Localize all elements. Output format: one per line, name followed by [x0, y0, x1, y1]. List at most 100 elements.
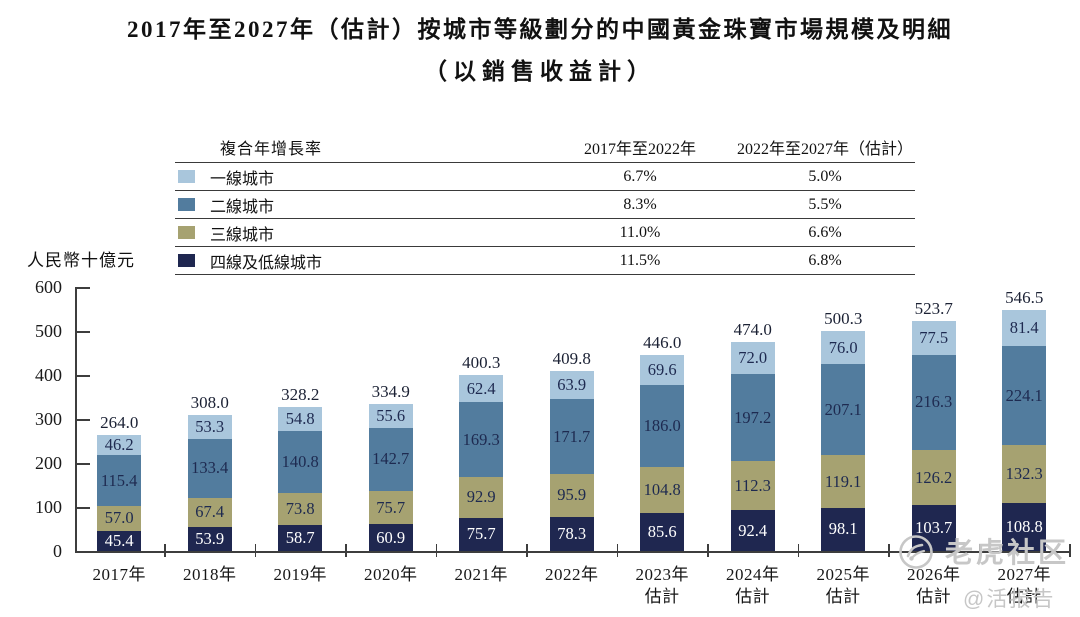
cagr-legend-table: 複合年增長率 2017年至2022年 2022年至2027年（估計） 一線城市 … — [175, 132, 915, 275]
y-tick — [75, 331, 90, 333]
bar-segment-value-label: 67.4 — [195, 502, 225, 522]
chart-title: 2017年至2027年（估計）按城市等級劃分的中國黃金珠寶市場規模及明細 — [127, 17, 953, 42]
bar-segment-value-label: 76.0 — [828, 337, 858, 357]
x-tick — [435, 544, 438, 557]
y-tick — [75, 551, 90, 553]
x-category-label: 2019年 — [273, 565, 327, 584]
bar-segment-value-label: 54.8 — [285, 408, 315, 428]
y-tick-label: 600 — [35, 277, 62, 297]
bar-segment-value-label: 58.7 — [285, 528, 315, 548]
bar-segment-value-label: 133.4 — [191, 458, 229, 478]
x-category-label: 2022年 — [544, 565, 599, 584]
x-category-label: 2023年 — [635, 565, 689, 584]
bar-segment: 112.3 — [730, 460, 775, 511]
bar-segment-value-label: 171.7 — [553, 426, 591, 446]
bar-segment-value-label: 108.8 — [1005, 517, 1043, 537]
bar-segment: 76.0 — [821, 330, 866, 365]
legend-header-period-1: 2017年至2022年 — [583, 141, 696, 158]
bar-total-label: 308.0 — [190, 393, 229, 413]
x-category-sublabel: 估計 — [916, 587, 952, 606]
bar-segment-value-label: 115.4 — [100, 470, 138, 490]
x-tick — [616, 544, 619, 557]
y-tick-label: 100 — [35, 497, 62, 517]
bar-segment-value-label: 85.6 — [647, 522, 677, 542]
legend-label-tier4: 四線及低線城市 — [210, 254, 323, 272]
bar-segment: 92.9 — [459, 476, 504, 518]
tier4-color-swatch-icon — [178, 254, 195, 267]
x-tick — [254, 544, 257, 557]
bar-segment: 169.3 — [459, 402, 504, 477]
tier3-cagr-2022-2027: 6.6% — [808, 223, 842, 241]
legend-header-period-2: 2022年至2027年（估計） — [736, 141, 913, 158]
bar-total-label: 474.0 — [733, 320, 772, 340]
bar-segment-value-label: 186.0 — [643, 416, 681, 436]
bar-segment: 75.7 — [368, 490, 413, 525]
legend-label-tier3: 三線城市 — [210, 226, 275, 244]
bar-segment-value-label: 60.9 — [376, 527, 406, 547]
bar-segment: 103.7 — [911, 505, 956, 551]
bar-total-label: 500.3 — [824, 308, 863, 328]
bar-segment-value-label: 142.7 — [372, 449, 410, 469]
bar-segment-value-label: 112.3 — [734, 475, 771, 495]
bar-segment-value-label: 169.3 — [462, 429, 500, 449]
bar-segment: 73.8 — [278, 492, 323, 526]
x-category-label: 2027年 — [997, 565, 1051, 584]
y-tick-label: 300 — [35, 409, 62, 429]
chart-subtitle: （以銷售收益計） — [424, 59, 656, 84]
bar-segment-value-label: 72.0 — [738, 348, 768, 368]
legend-label-tier2: 二線城市 — [210, 198, 275, 216]
legend-header-row: 複合年增長率 2017年至2022年 2022年至2027年（估計） — [175, 132, 915, 163]
bar-total-label: 409.8 — [552, 348, 591, 368]
x-category-label: 2018年 — [182, 565, 237, 584]
bar-segment: 72.0 — [730, 342, 775, 375]
bar-segment-value-label: 45.4 — [104, 531, 134, 551]
bar-segment: 78.3 — [549, 516, 594, 551]
bar-segment: 98.1 — [821, 507, 866, 551]
y-tick — [75, 419, 90, 421]
y-tick — [75, 287, 90, 289]
bar-segment-value-label: 69.6 — [647, 360, 677, 380]
legend-row-tier4: 四線及低線城市 11.5% 6.8% — [175, 247, 915, 275]
bar-segment: 53.9 — [187, 527, 232, 551]
bar-total-label: 523.7 — [914, 298, 953, 318]
bar-segment-value-label: 98.1 — [828, 519, 858, 539]
x-category-sublabel: 估計 — [735, 587, 771, 606]
y-tick — [75, 375, 90, 377]
bar-segment-value-label: 104.8 — [643, 480, 681, 500]
bar-total-label: 400.3 — [462, 352, 501, 372]
bar-segment: 54.8 — [278, 406, 323, 431]
bar-segment-value-label: 77.5 — [919, 327, 949, 347]
bar-segment: 85.6 — [640, 513, 685, 551]
tier2-color-swatch-icon — [178, 198, 195, 211]
bar-segment: 224.1 — [1002, 346, 1047, 445]
bar-segment: 57.0 — [97, 505, 142, 532]
bar-segment: 186.0 — [640, 385, 685, 468]
bar-total-label: 264.0 — [100, 412, 139, 432]
y-tick-label: 200 — [35, 453, 62, 473]
bar-segment-value-label: 95.9 — [557, 485, 587, 505]
x-category-label: 2024年 — [725, 565, 780, 584]
bar-segment: 69.6 — [640, 354, 685, 386]
bar-segment-value-label: 103.7 — [915, 518, 953, 538]
x-category-label: 2026年 — [906, 565, 961, 584]
x-category-label: 2021年 — [454, 565, 508, 584]
bar-segment: 77.5 — [911, 320, 956, 355]
bar-segment-value-label: 78.3 — [557, 523, 587, 543]
bar-segment-value-label: 53.9 — [195, 529, 225, 549]
bar-segment-value-label: 216.3 — [915, 392, 953, 412]
bar-segment: 45.4 — [97, 531, 142, 551]
legend-row-tier2: 二線城市 8.3% 5.5% — [175, 191, 915, 219]
bar-segment: 46.2 — [97, 434, 142, 456]
bar-segment: 60.9 — [368, 524, 413, 551]
bar-segment: 92.4 — [730, 510, 775, 551]
bar-segment: 133.4 — [187, 438, 232, 498]
tier4-cagr-2017-2022: 11.5% — [619, 251, 661, 269]
bar-segment-value-label: 63.9 — [557, 374, 587, 394]
bar-segment: 115.4 — [97, 455, 142, 506]
x-category-label: 2020年 — [363, 565, 418, 584]
bar-segment-value-label: 126.2 — [915, 467, 953, 487]
bar-segment: 75.7 — [459, 517, 504, 551]
y-axis-unit-label: 人民幣十億元 — [27, 251, 135, 270]
bar-segment-value-label: 75.7 — [466, 524, 496, 544]
